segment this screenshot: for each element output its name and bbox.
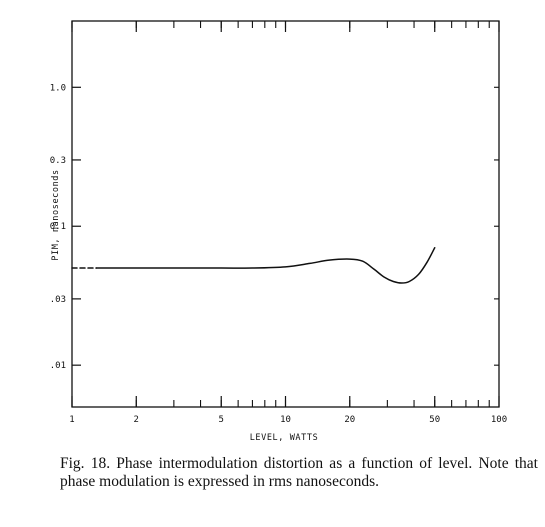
y-tick-label: 0.3	[50, 156, 66, 166]
x-tick-label: 5	[219, 415, 224, 425]
pim-vs-level-chart: 1 2 5 10 20 50 100 .01 .03 0.1 0.3 1.0 LEVEL, WATTS…	[50, 20, 507, 443]
plot-frame	[71, 20, 500, 408]
plot-frame-layer	[71, 20, 500, 408]
y-tick-label: .01	[50, 361, 66, 371]
series-layer	[71, 247, 436, 284]
figure-caption: Fig. 18. Phase intermodulation distortio…	[60, 455, 538, 490]
y-tick-label: 1.0	[50, 83, 66, 93]
x-tick-label: 2	[134, 415, 139, 425]
tick-labels-layer: 1 2 5 10 20 50 100 .01 .03 0.1 0.3 1.0	[50, 83, 507, 425]
x-tick-label: 50	[429, 415, 440, 425]
y-tick-label: .03	[50, 295, 66, 305]
y-axis-title: PIM, nanoseconds	[51, 169, 61, 260]
x-axis-title: LEVEL, WATTS	[250, 433, 319, 443]
x-tick-label: 10	[280, 415, 291, 425]
tick-marks-layer	[71, 21, 500, 407]
x-tick-label: 100	[491, 415, 507, 425]
y-tick-label: 0.1	[50, 222, 66, 232]
x-tick-label: 20	[344, 415, 355, 425]
pim-curve-solid-segment	[95, 247, 436, 284]
chart-svg: 1 2 5 10 20 50 100 .01 .03 0.1 0.3 1.0 LEVEL, WATTS…	[50, 20, 507, 443]
x-tick-label: 1	[69, 415, 74, 425]
